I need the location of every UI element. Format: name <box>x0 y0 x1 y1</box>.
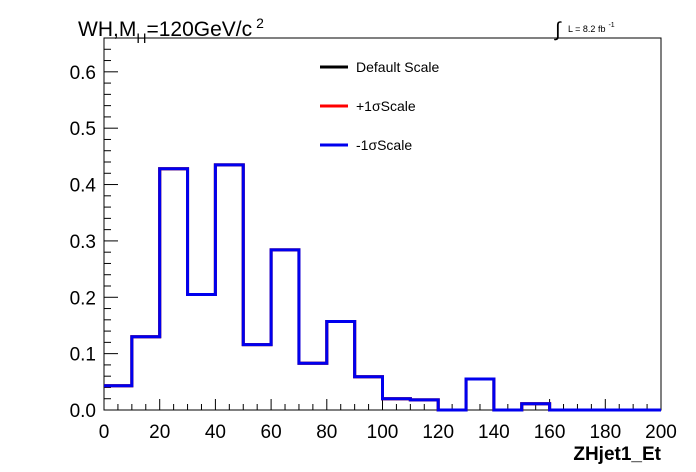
title-rest: =120GeV/c <box>146 18 252 41</box>
x-tick-label: 100 <box>367 422 399 443</box>
y-tick-label: 0.4 <box>70 176 97 197</box>
y-tick-label: 0.6 <box>70 63 96 84</box>
x-tick-label: 180 <box>589 422 621 443</box>
chart-title: WH,MH=120GeV/c 2 <box>78 15 264 46</box>
integral-symbol: ∫ <box>554 19 562 41</box>
y-tick-label: 0.5 <box>70 119 96 140</box>
legend-label: Default Scale <box>356 59 439 75</box>
legend-label: -1σScale <box>356 137 412 153</box>
x-axis: 0 20 40 60 80 100 120 140 160 180 200 <box>99 399 677 443</box>
x-tick-label: 40 <box>205 422 226 443</box>
luminosity-text: L = 8.2 fb <box>568 24 605 34</box>
title-superscript: 2 <box>256 15 264 31</box>
series-layer <box>104 163 661 412</box>
x-tick-label: 20 <box>149 422 170 443</box>
title-main: WH,M <box>78 18 136 41</box>
legend-label: +1σScale <box>356 98 416 114</box>
y-tick-label: 0.2 <box>70 288 96 309</box>
y-tick-label: 0.0 <box>70 401 96 422</box>
x-tick-label: 200 <box>645 422 677 443</box>
y-axis: 0.0 0.1 0.2 0.3 0.4 0.5 0.6 <box>70 48 118 422</box>
luminosity-label: L = 8.2 fb -1 <box>568 22 615 34</box>
y-tick-label: 0.3 <box>70 232 96 253</box>
luminosity-superscript: -1 <box>608 22 614 29</box>
x-axis-label: ZHjet1_Et <box>573 444 661 465</box>
legend: Default Scale +1σScale -1σScale <box>320 59 439 153</box>
x-tick-label: 160 <box>534 422 566 443</box>
x-tick-label: 80 <box>316 422 337 443</box>
x-tick-label: 140 <box>478 422 510 443</box>
x-tick-label: 0 <box>99 422 110 443</box>
x-tick-label: 60 <box>261 422 282 443</box>
series-line <box>104 163 661 412</box>
y-tick-label: 0.1 <box>70 345 96 366</box>
x-tick-label: 120 <box>422 422 454 443</box>
